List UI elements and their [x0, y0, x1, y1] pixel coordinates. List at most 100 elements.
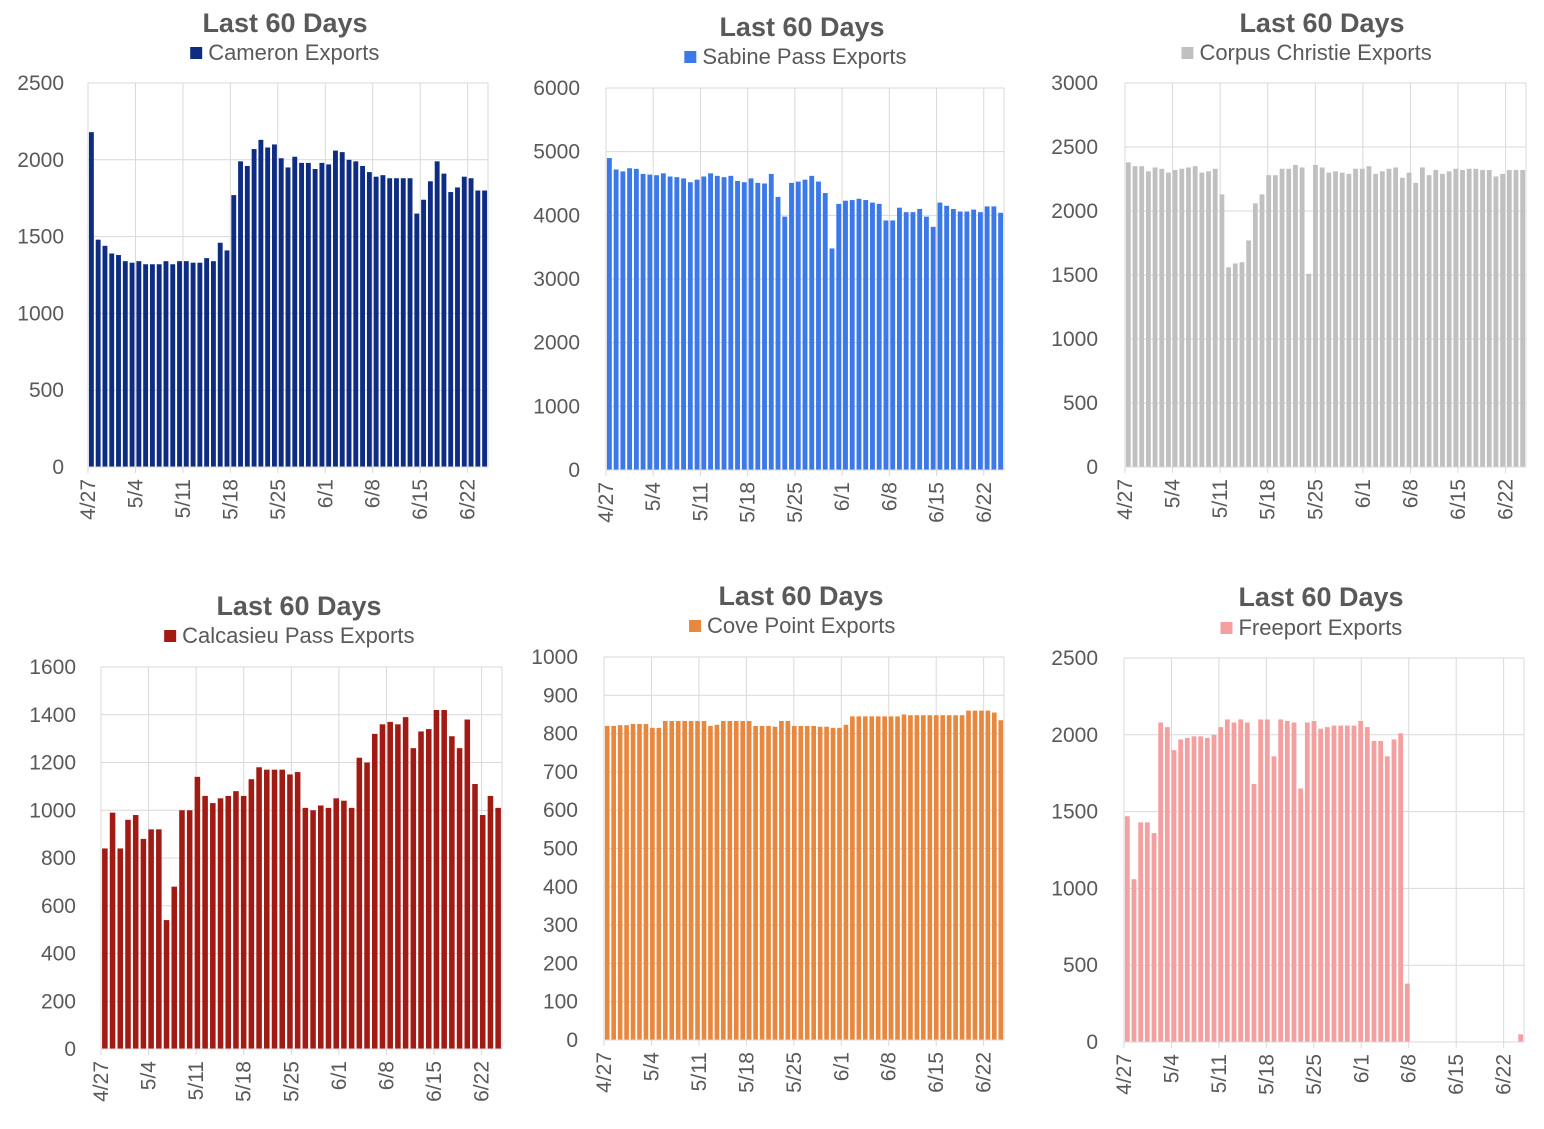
- bar: [795, 181, 801, 470]
- x-tick-label: 5/18: [233, 1061, 256, 1102]
- bar: [1446, 171, 1452, 467]
- bar: [217, 242, 223, 467]
- x-tick-label: 5/4: [124, 479, 147, 509]
- bar: [824, 726, 829, 1040]
- bar: [630, 724, 636, 1040]
- bar: [1212, 168, 1218, 467]
- x-tick-label: 6/1: [831, 482, 854, 511]
- bar: [1124, 816, 1130, 1042]
- bar: [1364, 727, 1370, 1042]
- bar: [186, 810, 193, 1049]
- chart-title: Last 60 Days: [718, 581, 883, 611]
- bar: [1440, 173, 1445, 467]
- bar: [1186, 167, 1191, 468]
- bar: [875, 716, 881, 1040]
- legend-label: Freeport Exports: [1238, 615, 1402, 640]
- bar: [762, 183, 767, 470]
- bar: [1198, 736, 1204, 1042]
- bar: [1460, 170, 1465, 468]
- bar: [278, 158, 284, 467]
- bar: [364, 762, 370, 1049]
- bar: [682, 720, 687, 1040]
- bar: [1219, 194, 1225, 468]
- y-tick-label: 400: [543, 876, 578, 899]
- y-tick-label: 800: [41, 847, 76, 870]
- x-tick-label: 6/15: [409, 479, 432, 520]
- bar: [149, 264, 155, 467]
- legend-swatch: [1181, 47, 1194, 59]
- y-tick-label: 300: [543, 914, 578, 937]
- bar: [1258, 719, 1264, 1042]
- bar: [1319, 167, 1325, 468]
- x-tick-label: 5/18: [1257, 479, 1280, 520]
- bar: [287, 774, 293, 1049]
- bar: [407, 178, 413, 467]
- y-tick-label: 1600: [29, 656, 76, 679]
- bar: [714, 724, 720, 1040]
- bar: [495, 807, 501, 1049]
- bar: [647, 174, 653, 470]
- bar: [348, 807, 355, 1049]
- bar: [341, 800, 347, 1049]
- bar: [883, 220, 889, 470]
- bar: [292, 156, 298, 467]
- bar: [1218, 727, 1224, 1042]
- bar: [204, 258, 210, 467]
- y-tick-label: 2500: [1051, 136, 1098, 159]
- bar: [779, 720, 784, 1040]
- bar: [136, 261, 142, 467]
- bar: [759, 725, 765, 1040]
- bar: [937, 202, 943, 470]
- y-tick-label: 600: [41, 895, 76, 918]
- x-tick-label: 6/8: [878, 1052, 901, 1081]
- bar: [140, 838, 147, 1049]
- bar: [238, 161, 243, 467]
- bar: [240, 795, 247, 1049]
- bar: [633, 168, 639, 470]
- bar: [836, 203, 842, 470]
- bar: [333, 150, 338, 468]
- bar: [279, 769, 285, 1049]
- bar: [1384, 756, 1390, 1042]
- bar: [1158, 722, 1164, 1042]
- bar: [95, 239, 101, 467]
- bar: [271, 769, 278, 1049]
- legend-label: Cameron Exports: [208, 40, 379, 65]
- legend-swatch: [689, 620, 702, 632]
- bar: [394, 178, 399, 467]
- bar: [1239, 262, 1245, 467]
- bar: [294, 772, 301, 1049]
- bar: [1138, 822, 1144, 1042]
- bar: [487, 795, 494, 1049]
- bar: [856, 198, 862, 470]
- bar: [1164, 727, 1170, 1042]
- bar: [1178, 739, 1184, 1042]
- bar: [964, 211, 970, 470]
- bar: [472, 783, 478, 1049]
- bar: [714, 175, 720, 471]
- bar: [1293, 164, 1298, 468]
- x-tick-label: 5/11: [185, 1061, 208, 1100]
- bar: [708, 725, 713, 1040]
- legend-label: Calcasieu Pass Exports: [182, 623, 414, 648]
- bar: [1371, 740, 1377, 1042]
- bar: [1252, 203, 1258, 467]
- bar: [624, 725, 629, 1040]
- y-tick-label: 400: [41, 943, 76, 966]
- bar: [251, 149, 257, 467]
- y-tick-label: 6000: [533, 77, 580, 100]
- x-tick-label: 5/4: [1160, 1054, 1183, 1084]
- x-tick-label: 6/1: [314, 479, 337, 508]
- bar: [992, 712, 997, 1040]
- bar: [927, 715, 933, 1040]
- bar: [620, 171, 626, 471]
- bar: [914, 715, 920, 1040]
- bar: [310, 810, 316, 1049]
- bar: [302, 807, 309, 1049]
- bar: [782, 216, 788, 470]
- bar: [1331, 725, 1337, 1042]
- x-tick-label: 6/1: [1352, 479, 1375, 508]
- y-tick-label: 2000: [1051, 724, 1098, 747]
- bar: [910, 212, 916, 470]
